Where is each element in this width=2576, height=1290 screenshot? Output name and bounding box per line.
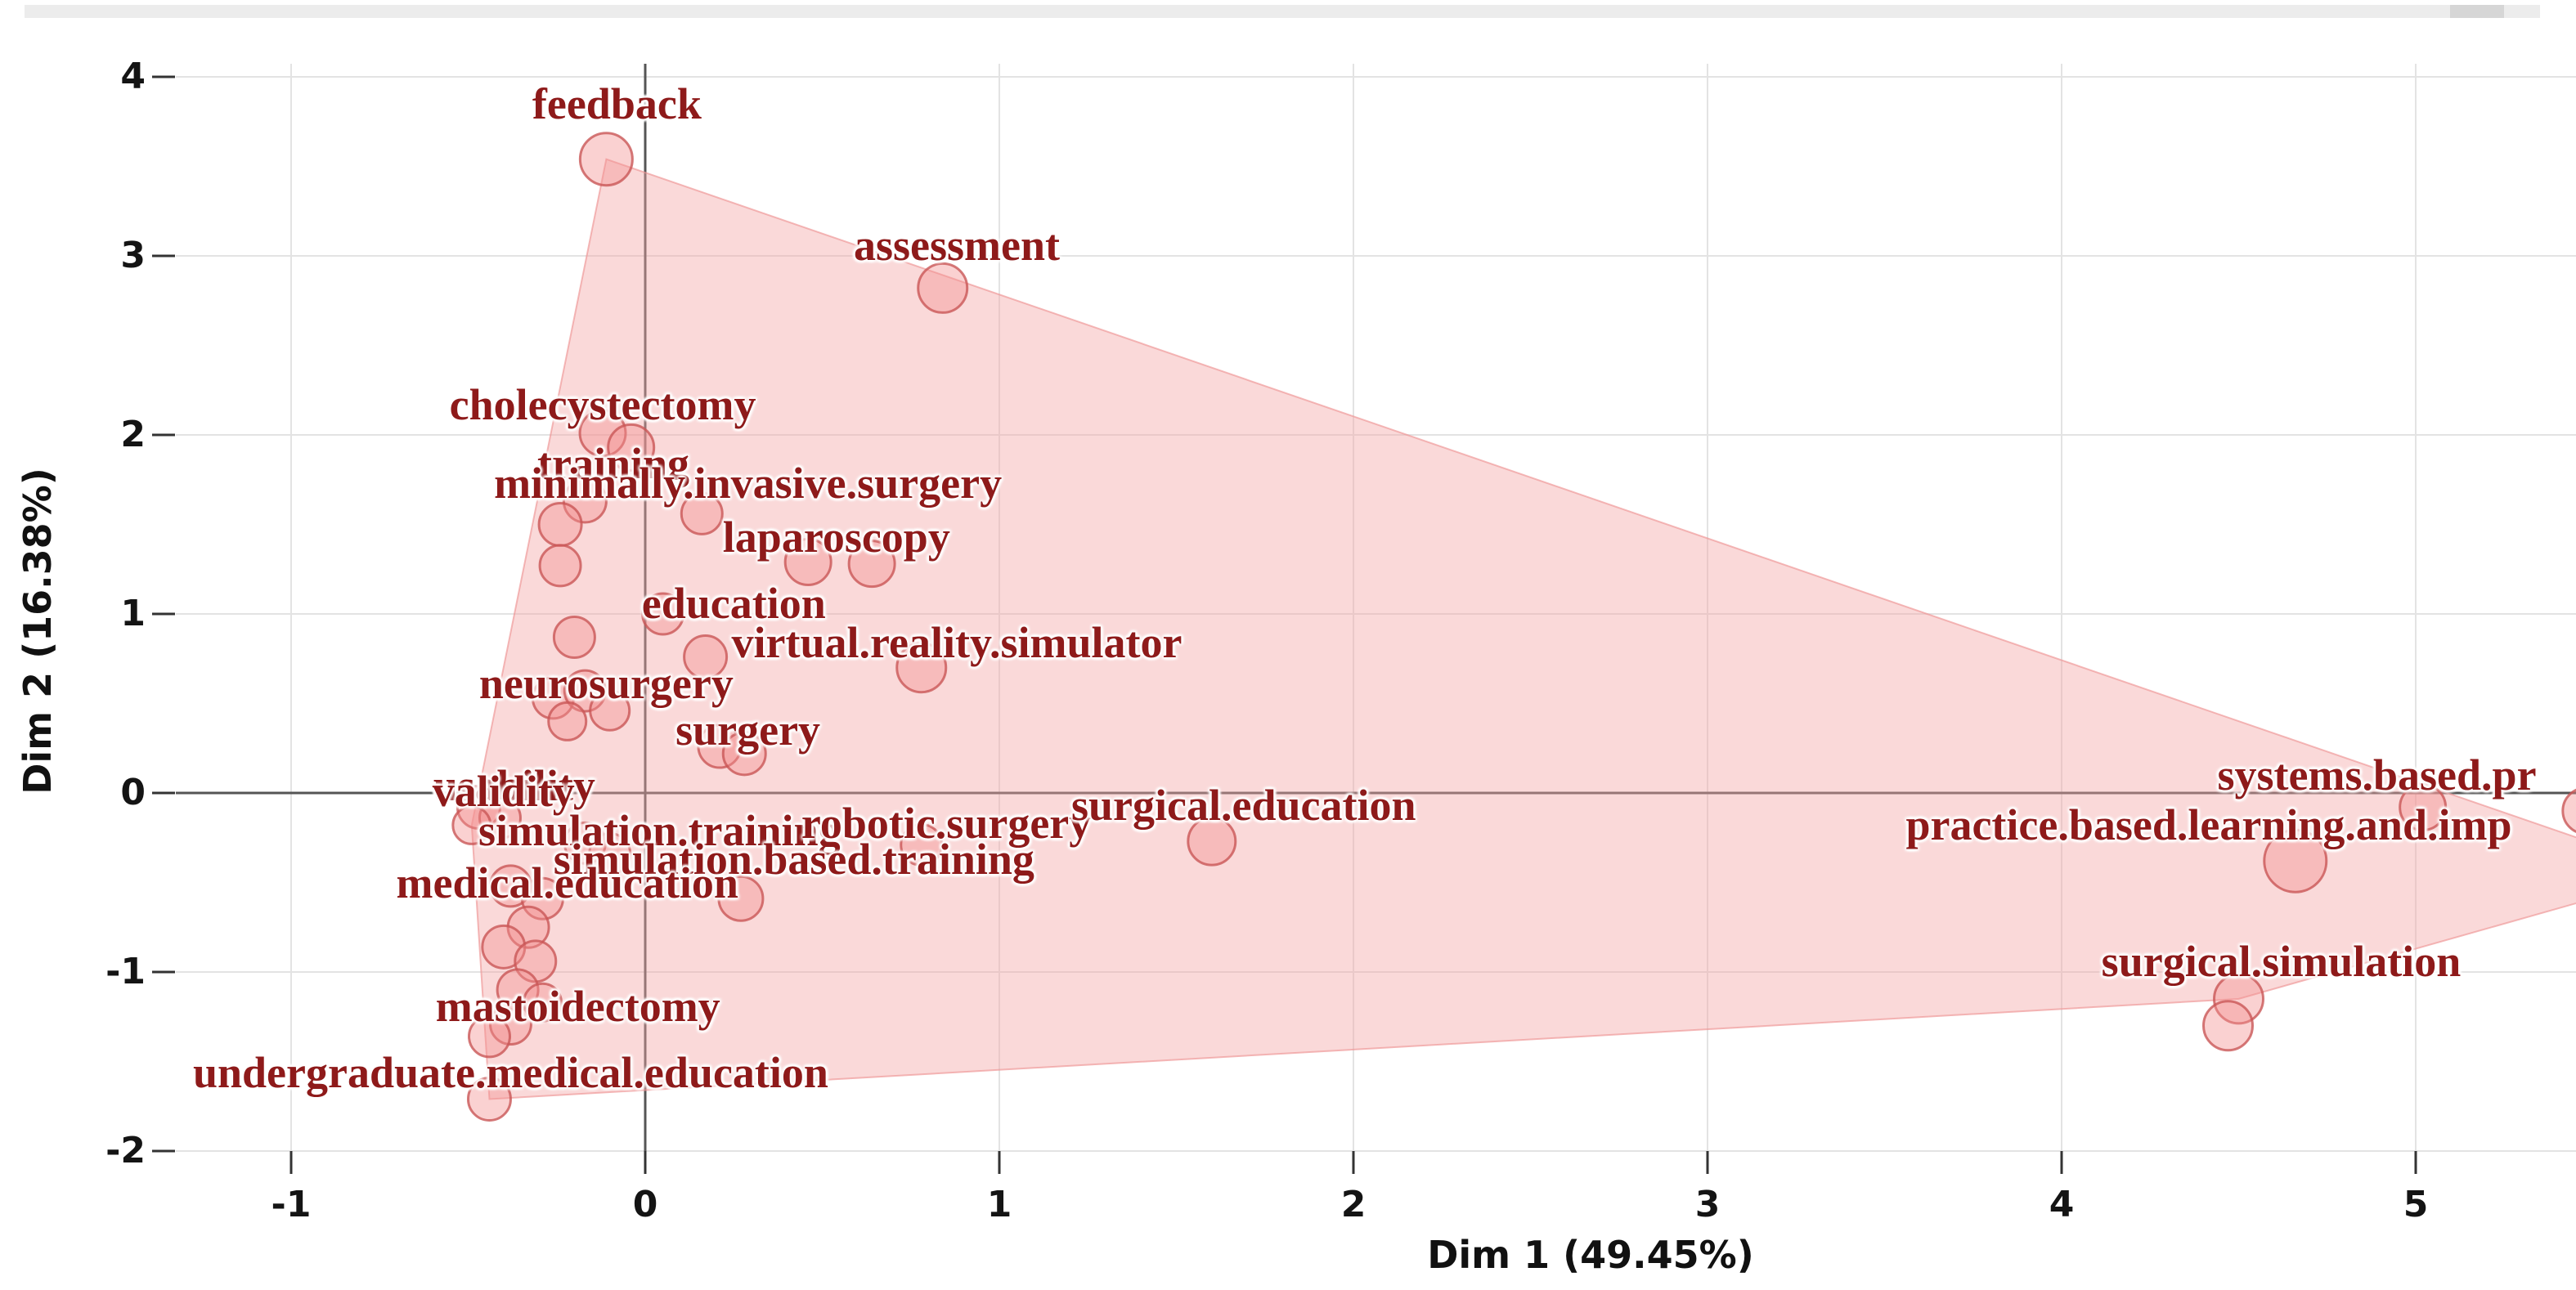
top-gray-bar-cap (2450, 5, 2504, 18)
data-point[interactable] (2561, 788, 2576, 834)
data-point[interactable] (451, 804, 492, 845)
data-point[interactable] (847, 540, 896, 589)
data-point[interactable] (496, 968, 540, 1012)
data-point[interactable] (607, 423, 656, 472)
data-point[interactable] (520, 876, 564, 920)
data-point[interactable] (538, 544, 582, 588)
data-point[interactable] (578, 132, 634, 187)
x-tick-label: 1 (986, 1184, 1012, 1225)
y-tick-label: -1 (105, 951, 146, 992)
data-point[interactable] (589, 689, 631, 732)
y-tick-label: 0 (120, 772, 146, 813)
data-point[interactable] (680, 491, 724, 535)
data-point[interactable] (2202, 1000, 2255, 1052)
data-point[interactable] (2213, 973, 2264, 1025)
data-point[interactable] (717, 875, 765, 922)
data-point[interactable] (563, 821, 607, 865)
x-tick-label: 4 (2049, 1184, 2075, 1225)
data-point[interactable] (578, 409, 627, 458)
y-tick-label: 1 (120, 593, 146, 634)
data-point[interactable] (547, 701, 588, 741)
y-tick-label: 4 (120, 56, 146, 97)
y-axis-title: Dim 2 (16.38%) (16, 468, 60, 795)
data-point[interactable] (467, 1015, 511, 1059)
x-tick-label: 5 (2403, 1184, 2429, 1225)
data-point[interactable] (466, 1076, 512, 1122)
data-point[interactable] (721, 731, 767, 777)
x-tick-label: 3 (1694, 1184, 1721, 1225)
data-point[interactable] (783, 537, 832, 586)
data-point[interactable] (531, 676, 575, 720)
data-point[interactable] (641, 592, 685, 636)
data-point[interactable] (488, 864, 532, 908)
data-point[interactable] (588, 831, 632, 876)
y-tick-label: 3 (120, 235, 146, 276)
data-point[interactable] (2399, 783, 2448, 832)
data-point[interactable] (2263, 828, 2328, 894)
data-point[interactable] (900, 823, 944, 867)
data-point[interactable] (683, 634, 729, 680)
x-tick-label: 2 (1340, 1184, 1367, 1225)
convex-hull (470, 158, 2576, 1100)
top-gray-bar (25, 5, 2540, 18)
data-point[interactable] (537, 502, 583, 547)
data-point[interactable] (562, 478, 608, 524)
x-axis-title: Dim 1 (49.45%) (1427, 1233, 1754, 1277)
data-point[interactable] (917, 262, 969, 314)
data-point[interactable] (1187, 816, 1237, 867)
y-tick-label: -2 (105, 1130, 146, 1171)
x-tick-label: 0 (632, 1184, 658, 1225)
data-point[interactable] (697, 723, 743, 769)
data-point[interactable] (488, 1002, 532, 1046)
data-point[interactable] (552, 615, 596, 659)
x-tick-label: -1 (271, 1184, 312, 1225)
data-point[interactable] (895, 642, 948, 694)
data-point[interactable] (522, 982, 563, 1023)
y-tick-label: 2 (120, 414, 146, 455)
